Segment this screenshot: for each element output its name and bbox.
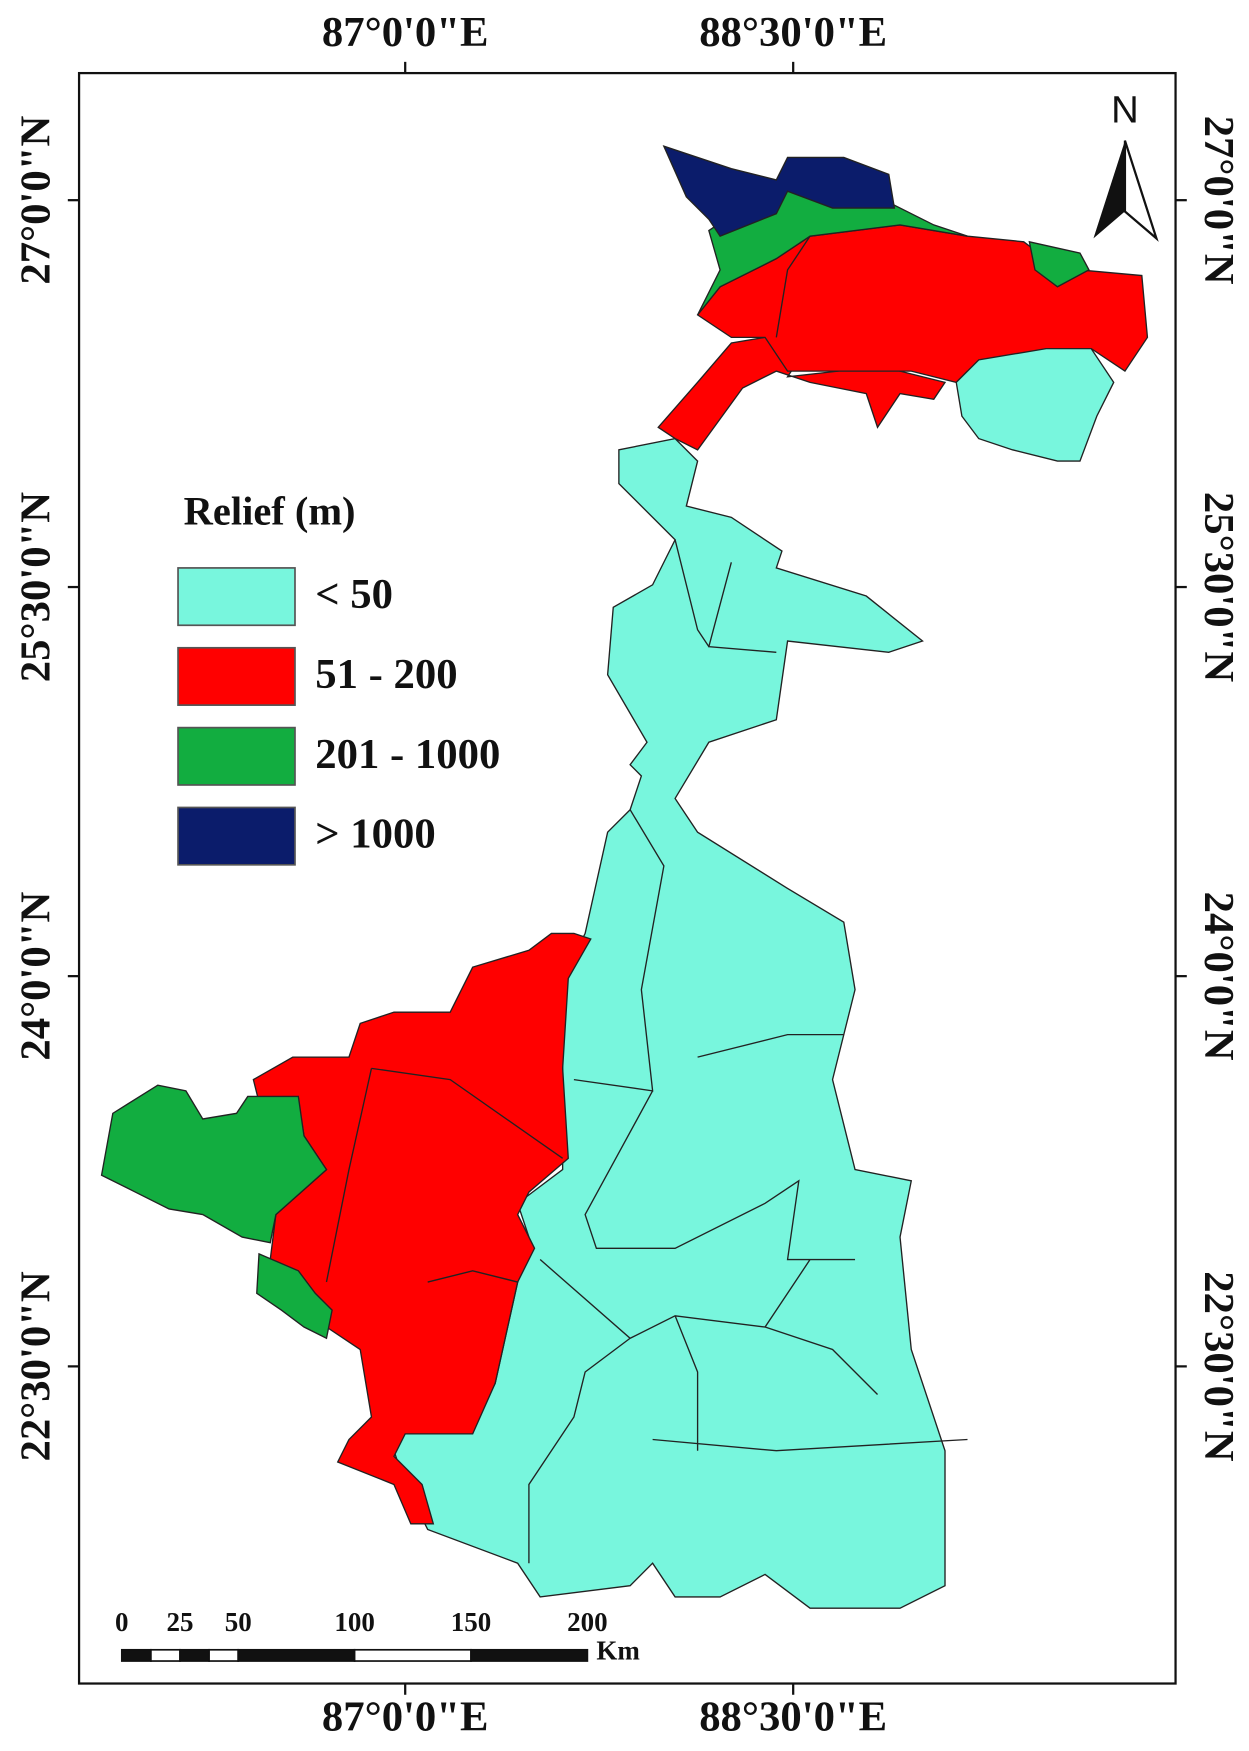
- lat-label-left: 25°30'0"N: [13, 492, 60, 682]
- relief-region: [955, 347, 1115, 462]
- legend-label: 201 - 1000: [315, 731, 500, 778]
- scale-label: 100: [334, 1607, 374, 1637]
- legend: < 50 51 - 200 201 - 1000 > 1000: [177, 567, 500, 866]
- legend-label: < 50: [315, 571, 393, 618]
- scale-segment: [150, 1648, 181, 1662]
- relief-region: [252, 932, 592, 1525]
- lat-label-left: 22°30'0"N: [13, 1271, 60, 1461]
- lat-label-left: 27°0'0"N: [13, 116, 60, 285]
- lat-label-right: 27°0'0"N: [1195, 116, 1242, 285]
- relief-region: [256, 1252, 333, 1340]
- scale-segment: [353, 1648, 472, 1662]
- legend-title: Relief (m): [184, 488, 356, 533]
- scale-label: 25: [167, 1607, 194, 1637]
- north-arrow-right: [1123, 140, 1159, 242]
- north-arrow-left: [1093, 140, 1125, 239]
- legend-swatch: [177, 726, 296, 786]
- relief-region: [393, 437, 946, 1609]
- scale-label: 200: [567, 1607, 607, 1637]
- scale-segment: [237, 1648, 356, 1662]
- lon-label-top: 87°0'0"E: [322, 9, 489, 56]
- relief-region: [100, 1084, 328, 1244]
- north-arrow: N: [1093, 89, 1159, 242]
- legend-swatch: [177, 806, 296, 866]
- lat-label-left: 24°0'0"N: [13, 892, 60, 1061]
- scale-segment: [120, 1648, 152, 1662]
- relief-map: [100, 145, 1149, 1609]
- lon-label-top: 88°30'0"E: [699, 9, 887, 56]
- relief-region: [662, 145, 896, 237]
- relief-region: [1028, 240, 1090, 288]
- lat-label-right: 25°30'0"N: [1195, 492, 1242, 682]
- scale-segment: [179, 1648, 210, 1662]
- scale-label: 50: [225, 1607, 252, 1637]
- district-boundary: [325, 235, 968, 1564]
- scale-label: 150: [451, 1607, 491, 1637]
- scale-segment: [208, 1648, 240, 1662]
- lon-label-bottom: 87°0'0"E: [322, 1693, 489, 1740]
- graticule: 87°0'0"E 87°0'0"E 88°30'0"E 88°30'0"E 27°0'0…: [13, 9, 1243, 1741]
- scale-label: 0: [115, 1607, 129, 1637]
- legend-label: > 1000: [315, 811, 435, 858]
- north-label: N: [1111, 89, 1139, 132]
- lat-label-right: 24°0'0"N: [1195, 892, 1242, 1061]
- lat-label-right: 22°30'0"N: [1195, 1271, 1242, 1461]
- lon-label-bottom: 88°30'0"E: [699, 1693, 887, 1740]
- legend-swatch: [177, 646, 296, 706]
- scale-segment: [470, 1648, 589, 1662]
- legend-swatch: [177, 567, 296, 627]
- scale-unit: Km: [596, 1635, 640, 1665]
- legend-label: 51 - 200: [315, 651, 457, 698]
